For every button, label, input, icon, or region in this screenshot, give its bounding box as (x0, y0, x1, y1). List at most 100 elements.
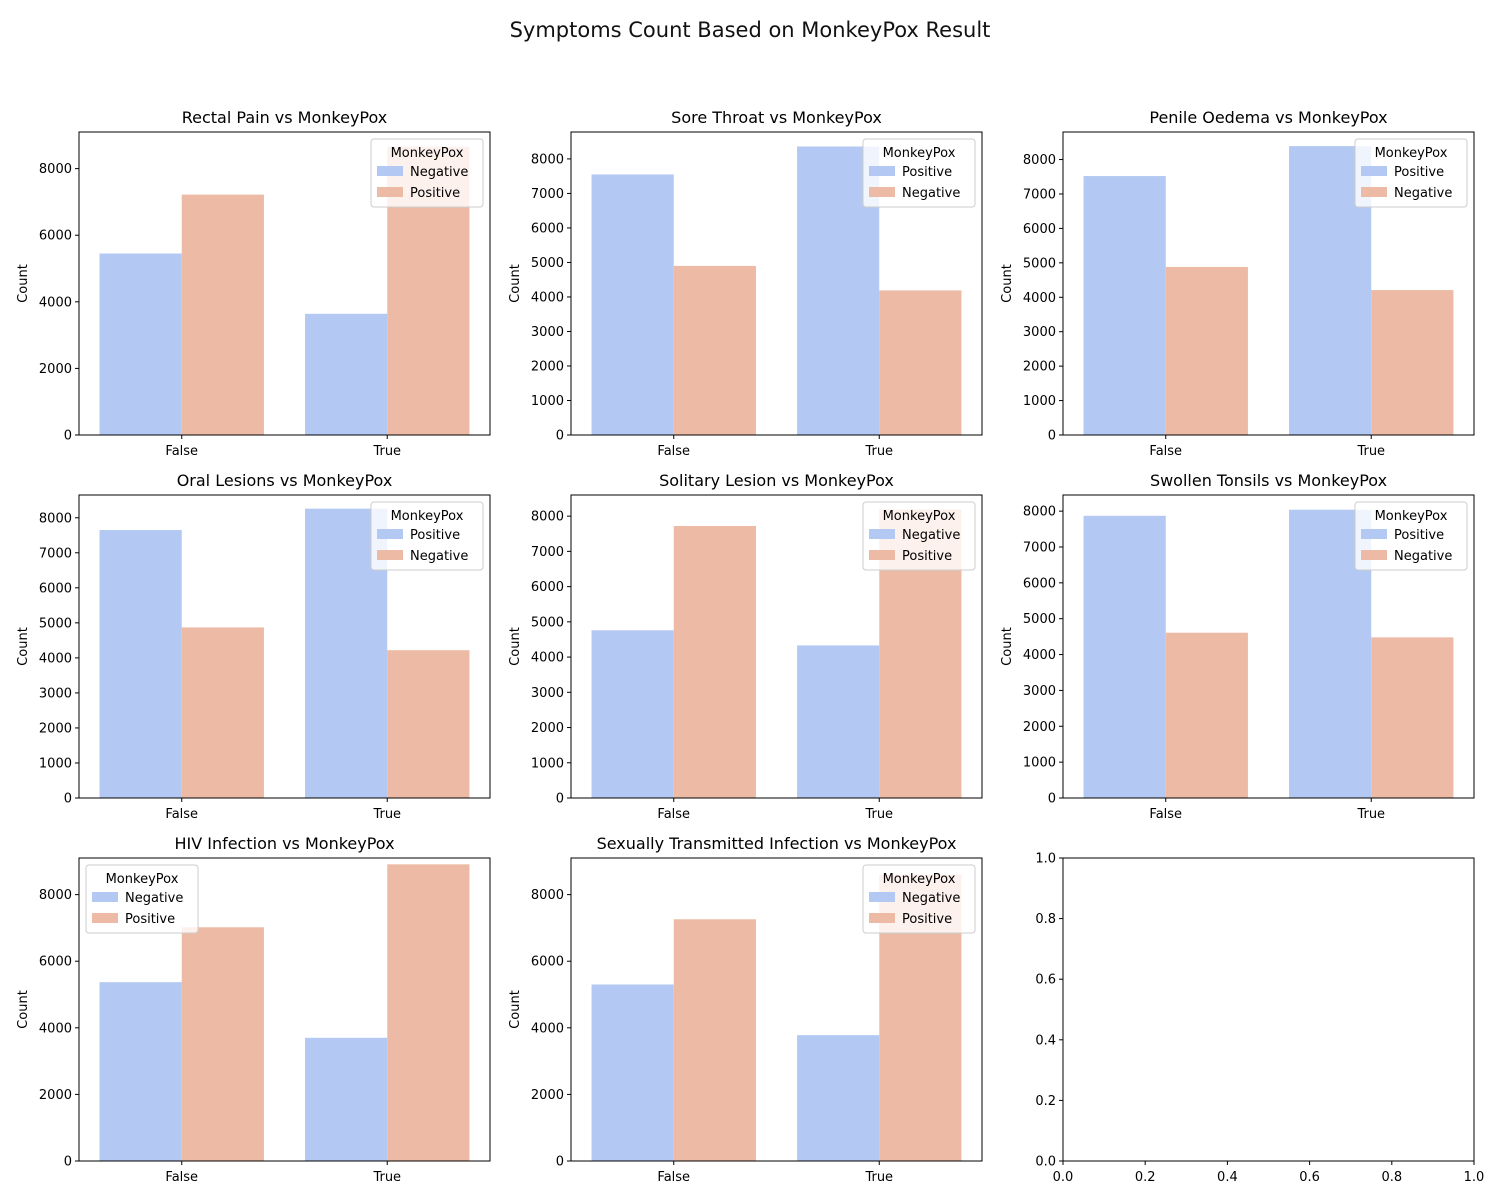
y-tick-label: 8000 (39, 162, 72, 177)
y-tick-label: 3000 (531, 325, 564, 340)
y-tick-label: 0.2 (1035, 1094, 1056, 1109)
subplot-3: False True 0 1000 2000 3000 4000 5000 6000 7000 80… (1000, 108, 1475, 459)
y-tick-label: 1000 (39, 756, 72, 771)
legend: MonkeyPox Positive Negative (1354, 501, 1468, 571)
x-tick-label: True (864, 444, 893, 459)
bar-positive-false (181, 194, 264, 435)
legend-title: MonkeyPox (883, 146, 956, 161)
axes-frame (1062, 131, 1475, 436)
y-tick-label: 4000 (39, 295, 72, 310)
x-tick-label: False (657, 807, 690, 822)
y-tick-label: 5000 (531, 256, 564, 271)
y-tick-label: 6000 (531, 221, 564, 236)
y-tick-label: 4000 (1023, 648, 1056, 663)
y-tick-label: 0 (64, 792, 72, 807)
bar-positive-false (181, 927, 264, 1161)
bar-positive-false (591, 174, 674, 435)
subplot-8: False True 0 2000 4000 6000 8000 Count MonkeyPox… (508, 834, 983, 1185)
legend-swatch-positive (869, 550, 895, 560)
bar-negative-false (673, 265, 756, 435)
y-axis-label: Count (1000, 264, 1015, 303)
legend-label-positive: Positive (1394, 165, 1444, 180)
legend-swatch-positive (377, 529, 403, 539)
y-tick-label: 2000 (531, 359, 564, 374)
legend: MonkeyPox Negative Positive (85, 864, 199, 934)
subplot-title: Sexually Transmitted Infection vs Monkey… (597, 834, 957, 853)
y-axis-label: Count (508, 990, 523, 1029)
y-tick-label: 1000 (531, 394, 564, 409)
bar-negative-false (99, 253, 182, 435)
y-tick-label: 5000 (1023, 612, 1056, 627)
y-tick-label: 2000 (531, 721, 564, 736)
subplot-4: False True 0 1000 2000 3000 4000 5000 6000 7000 80… (16, 471, 491, 822)
subplot-title: Swollen Tonsils vs MonkeyPox (1150, 471, 1387, 490)
x-tick-label: False (165, 1170, 198, 1185)
y-tick-label: 1000 (1023, 756, 1056, 771)
y-tick-label: 7000 (39, 546, 72, 561)
y-tick-label: 3000 (1023, 684, 1056, 699)
axes-frame (78, 857, 491, 1162)
y-tick-label: 8000 (39, 888, 72, 903)
x-tick-label: False (1149, 444, 1182, 459)
legend-label-negative: Negative (1394, 186, 1452, 201)
legend-label-negative: Negative (410, 165, 468, 180)
legend-title: MonkeyPox (1375, 509, 1448, 524)
bar-negative-false (181, 627, 264, 798)
y-tick-label: 7000 (1023, 540, 1056, 555)
legend: MonkeyPox Negative Positive (370, 138, 484, 208)
legend: MonkeyPox Negative Positive (862, 864, 976, 934)
legend-swatch-negative (1361, 550, 1387, 560)
y-tick-label: 5000 (39, 616, 72, 631)
y-tick-label: 4000 (531, 290, 564, 305)
bar-negative-true (387, 650, 470, 798)
bar-positive-false (673, 526, 756, 798)
bar-negative-false (591, 630, 674, 798)
x-tick-label: True (1356, 807, 1385, 822)
y-axis-label: Count (1000, 627, 1015, 666)
y-tick-label: 2000 (39, 1088, 72, 1103)
x-tick-label: 0.6 (1299, 1170, 1320, 1185)
legend-title: MonkeyPox (391, 146, 464, 161)
y-tick-label: 5000 (531, 615, 564, 630)
bar-negative-false (591, 984, 674, 1161)
legend-title: MonkeyPox (1375, 146, 1448, 161)
legend: MonkeyPox Positive Negative (862, 138, 976, 208)
y-tick-label: 4000 (1023, 291, 1056, 306)
axes-frame (1062, 857, 1475, 1162)
y-tick-label: 6000 (1023, 576, 1056, 591)
legend-label-negative: Negative (902, 528, 960, 543)
bar-positive-false (673, 919, 756, 1161)
y-tick-label: 8000 (1023, 153, 1056, 168)
legend-title: MonkeyPox (391, 509, 464, 524)
x-tick-label: True (1356, 444, 1385, 459)
legend-swatch-negative (869, 529, 895, 539)
bar-negative-false (1165, 632, 1248, 798)
legend-swatch-negative (869, 892, 895, 902)
y-tick-label: 2000 (531, 1088, 564, 1103)
legend-label-negative: Negative (410, 549, 468, 564)
legend: MonkeyPox Positive Negative (370, 501, 484, 571)
x-tick-label: 0.2 (1135, 1170, 1156, 1185)
y-tick-label: 0 (556, 792, 564, 807)
x-tick-label: False (657, 1170, 690, 1185)
subplot-title: Rectal Pain vs MonkeyPox (182, 108, 388, 127)
figure-title: Symptoms Count Based on MonkeyPox Result (509, 18, 991, 42)
y-tick-label: 3000 (39, 686, 72, 701)
y-tick-label: 1.0 (1035, 852, 1056, 867)
y-tick-label: 2000 (39, 721, 72, 736)
subplot-5: False True 0 1000 2000 3000 4000 5000 6000 7000 80… (508, 471, 983, 822)
y-tick-label: 7000 (531, 545, 564, 560)
subplot-1: False True 0 2000 4000 6000 8000 Count MonkeyPox… (16, 108, 491, 459)
y-tick-label: 8000 (1023, 505, 1056, 520)
y-tick-label: 8000 (531, 152, 564, 167)
bar-negative-true (797, 645, 880, 798)
subplot-6: False True 0 1000 2000 3000 4000 5000 6000 7000 80… (1000, 471, 1475, 822)
axes-frame (78, 494, 491, 799)
legend-swatch-negative (377, 550, 403, 560)
legend-swatch-negative (377, 166, 403, 176)
x-tick-label: 1.0 (1464, 1170, 1485, 1185)
legend-swatch-positive (869, 913, 895, 923)
y-tick-label: 2000 (1023, 360, 1056, 375)
x-tick-label: False (165, 444, 198, 459)
